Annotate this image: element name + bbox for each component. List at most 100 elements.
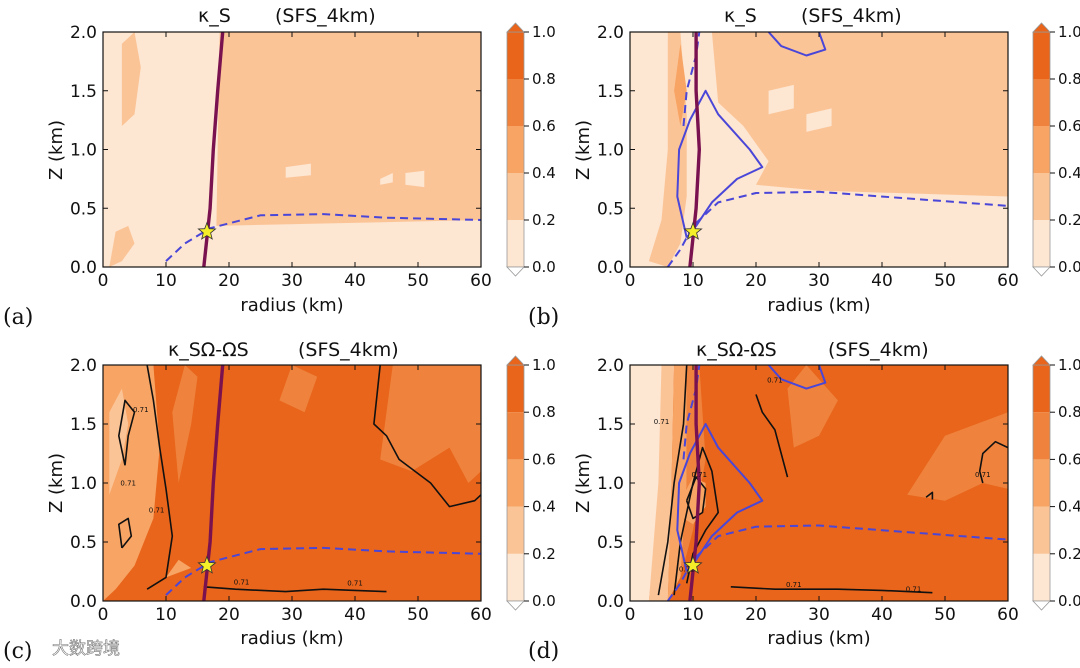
- panel-c-colorbar-tick-label: 1.0: [532, 356, 556, 374]
- panel-c-xtick-label: 0: [98, 605, 109, 625]
- panel-a-fills: [103, 32, 481, 267]
- panel-d-colorbar-tick-label: 0.0: [1058, 592, 1080, 610]
- panel-c-contour-label: 0.71: [347, 580, 363, 588]
- panel-d-fill-region: [907, 412, 1008, 501]
- panel-b-ytick-label: 0.5: [597, 199, 624, 219]
- panel-a-label: (a): [3, 305, 33, 330]
- panel-a-ytick-label: 0.5: [70, 199, 97, 219]
- panel-d-black-contour: [925, 491, 934, 500]
- panel-a-xlabel: radius (km): [240, 295, 343, 316]
- panel-b-xtick-label: 30: [808, 271, 830, 291]
- panel-d-black-contour: [978, 440, 1008, 484]
- watermark-logo-icon: [30, 639, 46, 655]
- panel-d-xtick-label: 40: [871, 605, 893, 625]
- panel-b-label: (b): [528, 305, 559, 330]
- panel-a-colorbar-tick-label: 0.0: [532, 258, 556, 276]
- panel-d-colorbar-min-arrow: [1032, 600, 1051, 611]
- panel-d-ytick-label: 0.0: [597, 592, 624, 612]
- watermark-text: 大数跨境: [52, 639, 120, 659]
- panel-d-fill-region: [630, 365, 662, 601]
- panel-c-ytick-label: 0.5: [70, 533, 97, 553]
- panel-b-ytick-label: 2.0: [597, 23, 624, 43]
- watermark: 大数跨境: [30, 639, 120, 659]
- panel-b-fill-patch: [768, 84, 794, 115]
- panel-b-ytick-label: 0.0: [597, 258, 624, 278]
- panel-d-colorbar-segment: [1033, 506, 1050, 554]
- panel-d-ytick-label: 1.0: [597, 474, 624, 494]
- panel-d-black-contour: [685, 476, 707, 520]
- panel-a-colorbar-tick-label: 0.8: [532, 70, 556, 88]
- panel-a-colorbar: 0.0 0.2 0.4 0.6 0.8 1.0: [506, 22, 556, 277]
- panel-d-ticks: 0 10 20 30 40 50 60 0.0 0.5 1.0 1.5 2.0: [597, 356, 1019, 625]
- panel-a-colorbar-tick-label: 0.6: [532, 117, 556, 135]
- panel-a-xtick-label: 50: [407, 271, 429, 291]
- panel-b-colorbar-segment: [1033, 173, 1050, 220]
- panel-c-colorbar-segment: [507, 459, 524, 507]
- panel-d-blue-contour: [767, 365, 827, 390]
- panel-c-colorbar-tick-label: 0.2: [532, 545, 556, 563]
- panel-d-subtitle: (SFS_4km): [828, 339, 929, 361]
- panel-a-colorbar-tick-label: 0.2: [532, 211, 556, 229]
- panel-c-ytick-label: 0.0: [70, 592, 97, 612]
- panel-b-fill-patch: [806, 108, 832, 132]
- panel-c: 0.71 0.71 0.71 0.71 0.71 0 10 20 30 40 50 60 0.0 0.5…: [3, 339, 556, 664]
- panel-b-colorbar-tick-label: 0.2: [1058, 211, 1080, 229]
- panel-b-blue-contour: [666, 190, 1008, 267]
- panel-d-colorbar-tick-label: 1.0: [1058, 356, 1080, 374]
- panel-d-colorbar-tick-label: 0.6: [1058, 450, 1080, 468]
- panel-c-colorbar-tick-label: 0.4: [532, 498, 556, 516]
- panel-d-fill-region: [667, 365, 687, 601]
- panel-a-colorbar-segment: [507, 220, 524, 267]
- panel-c-ytick-label: 1.5: [70, 415, 97, 435]
- panel-b-star-marker: [683, 221, 703, 240]
- panel-b-xtick-label: 0: [625, 271, 636, 291]
- panel-a-xtick-label: 0: [98, 271, 109, 291]
- panel-b-xlabel: radius (km): [767, 295, 870, 316]
- panel-d-xtick-label: 20: [745, 605, 767, 625]
- panel-b-blue-contour: [767, 32, 827, 57]
- panel-d-label: (d): [528, 639, 559, 664]
- panel-a-fill-region: [121, 32, 141, 126]
- panel-a-ylabel: Z (km): [46, 120, 67, 180]
- panel-b-ylabel: Z (km): [573, 120, 594, 180]
- panel-c-fills: [103, 365, 481, 601]
- panel-a-fill-region: [216, 32, 481, 226]
- panel-a-ytick-label: 1.0: [70, 141, 97, 161]
- panel-c-blue-dashed-contour: [165, 546, 481, 596]
- panel-a-fill-region: [109, 225, 135, 267]
- panel-c-ytick-label: 2.0: [70, 356, 97, 376]
- panel-a-title: κ_S: [198, 5, 231, 27]
- panel-a-xtick-label: 10: [155, 271, 177, 291]
- panel-d-colorbar: 0.0 0.2 0.4 0.6 0.8 1.0: [1032, 355, 1080, 611]
- panel-c-contour-label: 0.71: [234, 579, 250, 587]
- panel-a-xtick-label: 30: [281, 271, 303, 291]
- panel-c-xtick-label: 40: [344, 605, 366, 625]
- panel-a-subtitle: (SFS_4km): [275, 5, 376, 27]
- panel-d-star-marker: [683, 555, 703, 574]
- panel-a-xtick-label: 40: [344, 271, 366, 291]
- panel-d-black-contour: [755, 394, 789, 478]
- panel-b-ticks: 0 10 20 30 40 50 60 0.0 0.5 1.0 1.5 2.0: [597, 23, 1019, 291]
- panel-a-colorbar-tick-label: 0.4: [532, 164, 556, 182]
- panel-c-colorbar-max-arrow: [506, 355, 525, 366]
- panel-a-ytick-label: 1.5: [70, 82, 97, 102]
- panel-b-colorbar-tick-label: 0.0: [1058, 258, 1080, 276]
- panel-c-ytick-label: 1.0: [70, 474, 97, 494]
- panel-d-title: κ_SΩ-ΩS: [696, 339, 777, 361]
- panel-c-contour-label: 0.71: [120, 479, 136, 487]
- panel-c-colorbar-segment: [507, 553, 524, 601]
- panel-d-xtick-label: 10: [682, 605, 704, 625]
- panel-d-xtick-label: 30: [808, 605, 830, 625]
- panel-a-fill-patch: [380, 173, 393, 185]
- panel-c-xtick-label: 60: [470, 605, 492, 625]
- panel-c-black-contour: [203, 586, 387, 593]
- panel-d-blue-dashed-contour: [666, 524, 1008, 601]
- panel-d-ytick-label: 2.0: [597, 356, 624, 376]
- panel-b-xtick-label: 60: [997, 271, 1019, 291]
- panel-b-xtick-label: 40: [871, 271, 893, 291]
- panel-c-colorbar-tick-label: 0.8: [532, 403, 556, 421]
- panel-d-contour-label: 0.71: [767, 377, 783, 385]
- panel-b-subtitle: (SFS_4km): [801, 5, 902, 27]
- panel-a-xtick-label: 20: [218, 271, 240, 291]
- panel-b-colorbar: 0.0 0.2 0.4 0.6 0.8 1.0: [1032, 22, 1080, 277]
